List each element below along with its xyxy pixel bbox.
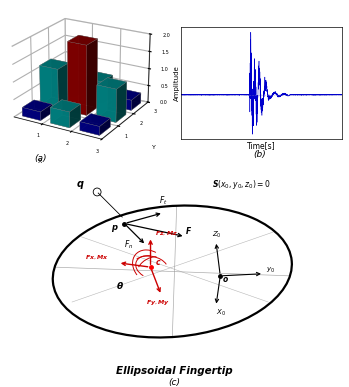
Text: $\boldsymbol{Fx, Mx}$: $\boldsymbol{Fx, Mx}$ [85, 253, 109, 261]
Text: Ellipsoidal Fingertip: Ellipsoidal Fingertip [116, 366, 233, 376]
Text: $\boldsymbol{q}$: $\boldsymbol{q}$ [76, 178, 85, 190]
Y-axis label: Y: Y [151, 145, 155, 150]
Text: $\boldsymbol{S}(x_0, y_0, z_0)=0$: $\boldsymbol{S}(x_0, y_0, z_0)=0$ [211, 178, 270, 190]
X-axis label: X: X [38, 159, 42, 164]
Y-axis label: Amplitude: Amplitude [174, 65, 180, 101]
Text: (b): (b) [254, 150, 266, 159]
Text: $\boldsymbol{o}$: $\boldsymbol{o}$ [222, 276, 229, 284]
Text: $Z_0$: $Z_0$ [211, 229, 221, 240]
Text: $X_0$: $X_0$ [216, 308, 226, 318]
Text: $\boldsymbol{F_n}$: $\boldsymbol{F_n}$ [124, 238, 134, 251]
Text: $y_0$: $y_0$ [266, 265, 275, 275]
Text: (a): (a) [34, 154, 46, 163]
Text: (c): (c) [169, 378, 180, 387]
Text: $\boldsymbol{c}$: $\boldsymbol{c}$ [155, 258, 161, 267]
Text: $\boldsymbol{F_t}$: $\boldsymbol{F_t}$ [159, 195, 168, 207]
Text: $\boldsymbol{\theta}$: $\boldsymbol{\theta}$ [116, 280, 124, 291]
Text: $\boldsymbol{F}$: $\boldsymbol{F}$ [185, 226, 193, 236]
Text: $\boldsymbol{Fz,Mz}$: $\boldsymbol{Fz,Mz}$ [155, 229, 178, 237]
X-axis label: Time[s]: Time[s] [247, 141, 276, 150]
Text: $\boldsymbol{p}$: $\boldsymbol{p}$ [111, 223, 119, 234]
Text: $\boldsymbol{Fy, My}$: $\boldsymbol{Fy, My}$ [146, 298, 170, 307]
